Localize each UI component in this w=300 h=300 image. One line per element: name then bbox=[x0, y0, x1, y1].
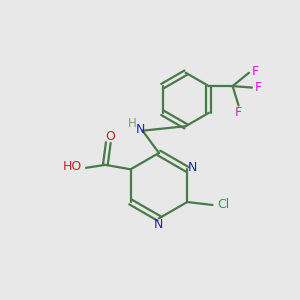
Text: F: F bbox=[252, 65, 259, 78]
Text: O: O bbox=[105, 130, 115, 142]
Text: F: F bbox=[235, 106, 242, 119]
Text: HO: HO bbox=[63, 160, 82, 173]
Text: N: N bbox=[136, 123, 145, 136]
Text: H: H bbox=[128, 117, 136, 130]
Text: N: N bbox=[188, 161, 197, 174]
Text: F: F bbox=[255, 81, 262, 94]
Text: Cl: Cl bbox=[217, 199, 229, 212]
Text: N: N bbox=[154, 218, 164, 231]
